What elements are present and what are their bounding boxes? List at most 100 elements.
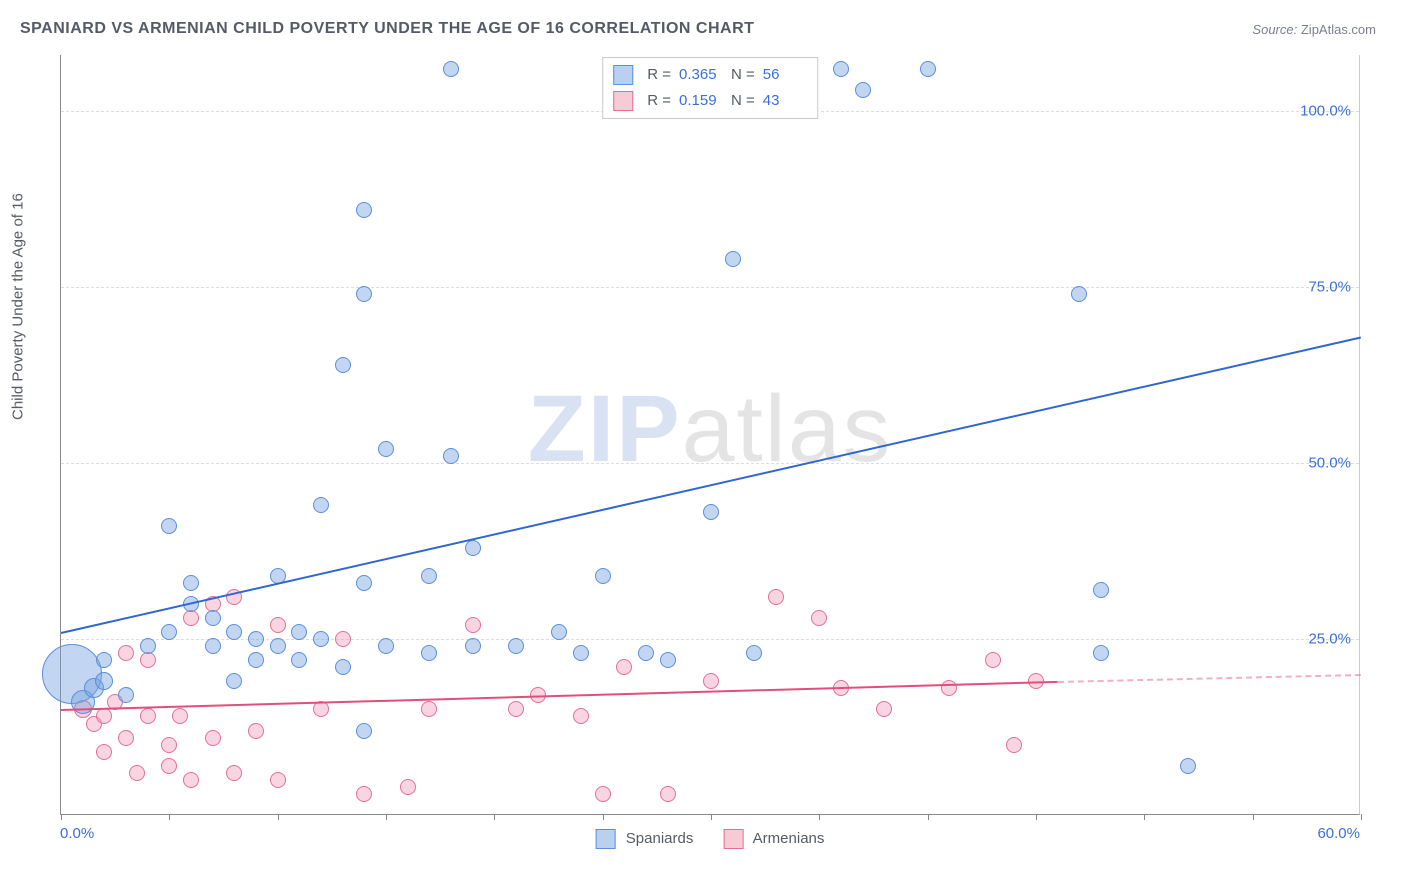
data-point xyxy=(291,624,307,640)
data-point xyxy=(1093,645,1109,661)
data-point xyxy=(595,786,611,802)
x-tick xyxy=(819,814,820,820)
r-value: 0.159 xyxy=(679,88,723,114)
r-label: R = xyxy=(647,88,671,114)
x-tick xyxy=(386,814,387,820)
data-point xyxy=(226,624,242,640)
data-point xyxy=(140,638,156,654)
data-point xyxy=(129,765,145,781)
chart-container: SPANIARD VS ARMENIAN CHILD POVERTY UNDER… xyxy=(0,0,1406,892)
data-point xyxy=(335,659,351,675)
data-point xyxy=(95,672,113,690)
swatch-icon xyxy=(596,829,616,849)
x-tick xyxy=(1361,814,1362,820)
x-tick xyxy=(711,814,712,820)
data-point xyxy=(1006,737,1022,753)
data-point xyxy=(226,673,242,689)
gridline xyxy=(61,287,1359,288)
data-point xyxy=(291,652,307,668)
x-tick xyxy=(1144,814,1145,820)
data-point xyxy=(313,701,329,717)
source-value: ZipAtlas.com xyxy=(1301,22,1376,37)
stats-row: R = 0.159 N = 43 xyxy=(613,88,807,114)
data-point xyxy=(551,624,567,640)
data-point xyxy=(660,786,676,802)
gridline xyxy=(61,463,1359,464)
x-tick xyxy=(1036,814,1037,820)
data-point xyxy=(313,631,329,647)
chart-title: SPANIARD VS ARMENIAN CHILD POVERTY UNDER… xyxy=(20,20,754,38)
swatch-icon xyxy=(723,829,743,849)
data-point xyxy=(118,730,134,746)
n-value: 56 xyxy=(763,62,807,88)
data-point xyxy=(335,357,351,373)
data-point xyxy=(118,645,134,661)
data-point xyxy=(356,575,372,591)
data-point xyxy=(270,617,286,633)
data-point xyxy=(96,708,112,724)
watermark-zip: ZIP xyxy=(528,376,682,482)
legend-item: Spaniards xyxy=(596,829,694,849)
data-point xyxy=(508,701,524,717)
data-point xyxy=(443,61,459,77)
data-point xyxy=(465,617,481,633)
data-point xyxy=(205,610,221,626)
data-point xyxy=(1071,286,1087,302)
n-label: N = xyxy=(731,62,755,88)
x-axis-min-label: 0.0% xyxy=(60,825,94,842)
swatch-icon xyxy=(613,65,633,85)
data-point xyxy=(1093,582,1109,598)
data-point xyxy=(161,518,177,534)
data-point xyxy=(421,645,437,661)
data-point xyxy=(356,786,372,802)
data-point xyxy=(465,638,481,654)
data-point xyxy=(1180,758,1196,774)
y-axis-label: Child Poverty Under the Age of 16 xyxy=(10,193,27,420)
data-point xyxy=(183,610,199,626)
x-tick xyxy=(169,814,170,820)
data-point xyxy=(183,772,199,788)
data-point xyxy=(226,765,242,781)
chart-source: Source: ZipAtlas.com xyxy=(1252,22,1376,37)
data-point xyxy=(205,730,221,746)
data-point xyxy=(270,638,286,654)
data-point xyxy=(248,631,264,647)
data-point xyxy=(378,441,394,457)
data-point xyxy=(725,251,741,267)
r-label: R = xyxy=(647,62,671,88)
legend-label: Armenians xyxy=(753,830,825,847)
data-point xyxy=(172,708,188,724)
source-label: Source: xyxy=(1252,22,1297,37)
data-point xyxy=(140,652,156,668)
data-point xyxy=(183,575,199,591)
x-tick xyxy=(278,814,279,820)
data-point xyxy=(378,638,394,654)
data-point xyxy=(96,744,112,760)
data-point xyxy=(768,589,784,605)
data-point xyxy=(595,568,611,584)
data-point xyxy=(638,645,654,661)
data-point xyxy=(746,645,762,661)
data-point xyxy=(876,701,892,717)
n-label: N = xyxy=(731,88,755,114)
data-point xyxy=(443,448,459,464)
stats-legend-box: R = 0.365 N = 56 R = 0.159 N = 43 xyxy=(602,57,818,119)
data-point xyxy=(161,758,177,774)
r-value: 0.365 xyxy=(679,62,723,88)
x-tick xyxy=(494,814,495,820)
data-point xyxy=(96,652,112,668)
data-point xyxy=(118,687,134,703)
plot-area: ZIPatlas R = 0.365 N = 56 R = 0.159 N = … xyxy=(60,55,1360,815)
data-point xyxy=(356,286,372,302)
data-point xyxy=(270,772,286,788)
data-point xyxy=(421,701,437,717)
data-point xyxy=(855,82,871,98)
data-point xyxy=(161,624,177,640)
y-tick-label: 25.0% xyxy=(1308,631,1351,648)
data-point xyxy=(941,680,957,696)
y-tick-label: 75.0% xyxy=(1308,279,1351,296)
stats-row: R = 0.365 N = 56 xyxy=(613,62,807,88)
data-point xyxy=(660,652,676,668)
data-point xyxy=(573,708,589,724)
data-point xyxy=(400,779,416,795)
